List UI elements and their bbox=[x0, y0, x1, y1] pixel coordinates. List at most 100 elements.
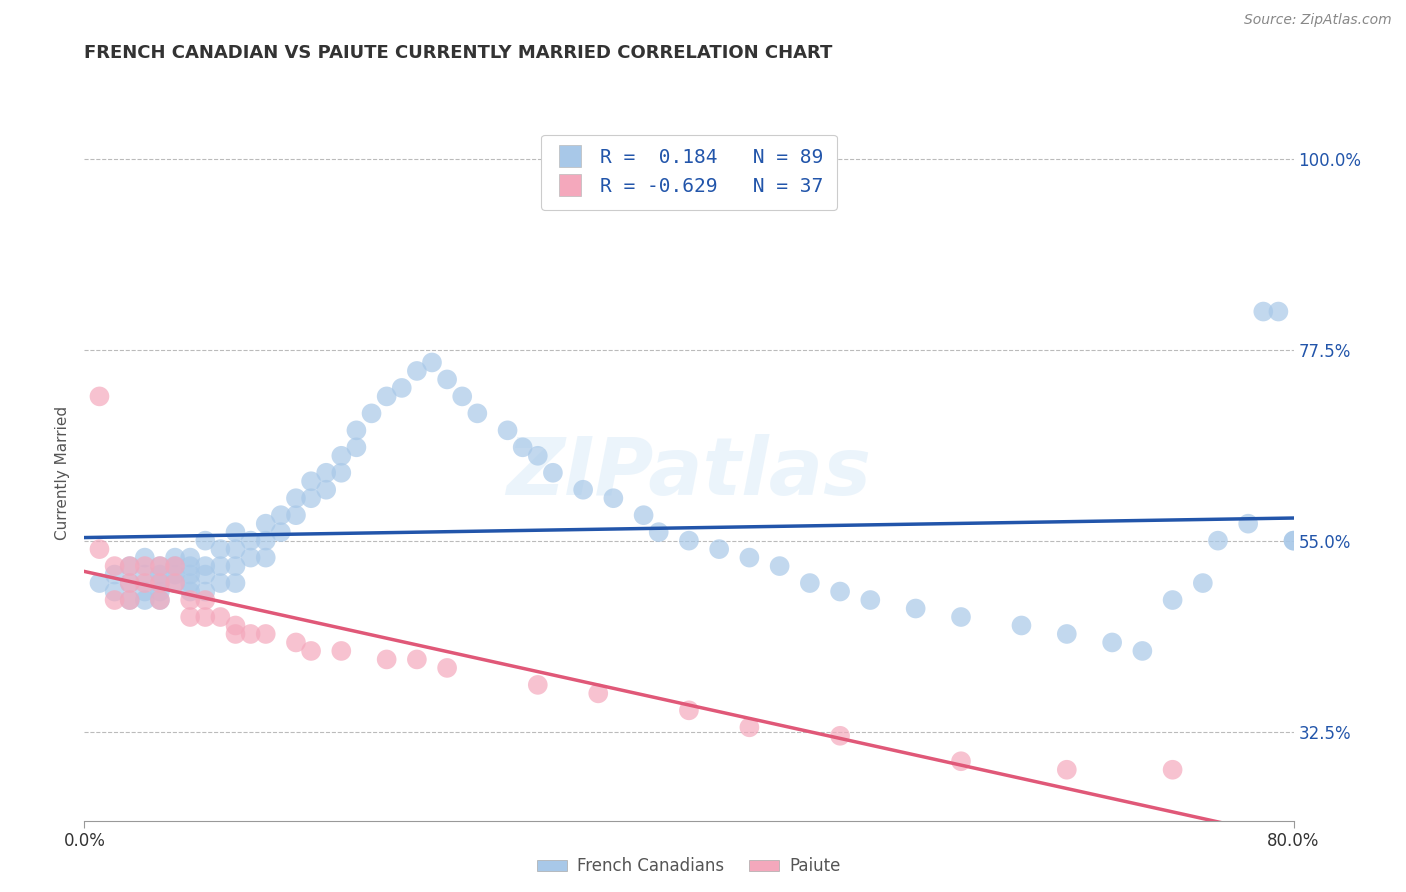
Point bbox=[284, 491, 308, 506]
Point bbox=[163, 550, 186, 565]
Point bbox=[163, 559, 186, 574]
Point bbox=[270, 525, 292, 540]
Point bbox=[1237, 516, 1260, 531]
Point bbox=[209, 542, 232, 557]
Point bbox=[89, 542, 111, 557]
Point bbox=[1101, 635, 1123, 649]
Point bbox=[194, 593, 217, 607]
Point bbox=[118, 593, 141, 607]
Point bbox=[104, 567, 127, 582]
Point bbox=[572, 483, 595, 497]
Point bbox=[284, 508, 308, 523]
Point bbox=[225, 525, 247, 540]
Point bbox=[512, 440, 534, 454]
Point bbox=[209, 610, 232, 624]
Point bbox=[830, 584, 852, 599]
Point bbox=[149, 584, 172, 599]
Point bbox=[436, 661, 458, 675]
Point bbox=[315, 466, 337, 480]
Point bbox=[346, 440, 368, 454]
Text: FRENCH CANADIAN VS PAIUTE CURRENTLY MARRIED CORRELATION CHART: FRENCH CANADIAN VS PAIUTE CURRENTLY MARR… bbox=[84, 45, 832, 62]
Point bbox=[179, 567, 201, 582]
Point bbox=[194, 533, 217, 548]
Point bbox=[254, 533, 277, 548]
Point bbox=[89, 389, 111, 403]
Point bbox=[149, 559, 172, 574]
Point bbox=[179, 593, 201, 607]
Point bbox=[738, 720, 761, 734]
Point bbox=[118, 576, 141, 591]
Point bbox=[541, 466, 564, 480]
Point bbox=[225, 618, 247, 632]
Point bbox=[134, 584, 156, 599]
Point bbox=[239, 550, 262, 565]
Point bbox=[375, 389, 398, 403]
Point bbox=[134, 567, 156, 582]
Point bbox=[420, 355, 443, 369]
Point bbox=[950, 754, 973, 768]
Point bbox=[149, 567, 172, 582]
Point bbox=[118, 559, 141, 574]
Point bbox=[375, 652, 398, 666]
Point bbox=[134, 593, 156, 607]
Point bbox=[299, 491, 322, 506]
Point bbox=[163, 576, 186, 591]
Point bbox=[859, 593, 882, 607]
Point bbox=[254, 516, 277, 531]
Point bbox=[149, 593, 172, 607]
Point bbox=[1010, 618, 1032, 632]
Point bbox=[270, 508, 292, 523]
Point bbox=[526, 678, 548, 692]
Point bbox=[179, 550, 201, 565]
Point bbox=[588, 686, 610, 700]
Point bbox=[406, 364, 429, 378]
Point bbox=[104, 559, 127, 574]
Point bbox=[1251, 304, 1274, 318]
Point bbox=[1282, 533, 1305, 548]
Point bbox=[104, 593, 127, 607]
Point bbox=[284, 635, 308, 649]
Point bbox=[209, 559, 232, 574]
Point bbox=[633, 508, 655, 523]
Legend: French Canadians, Paiute: French Canadians, Paiute bbox=[530, 851, 848, 882]
Point bbox=[950, 610, 973, 624]
Point bbox=[406, 652, 429, 666]
Point bbox=[149, 593, 172, 607]
Point bbox=[209, 576, 232, 591]
Point bbox=[299, 475, 322, 489]
Point bbox=[330, 449, 353, 463]
Point bbox=[225, 627, 247, 641]
Point bbox=[738, 550, 761, 565]
Point bbox=[179, 559, 201, 574]
Point bbox=[118, 576, 141, 591]
Point bbox=[709, 542, 731, 557]
Point bbox=[1056, 627, 1078, 641]
Point bbox=[647, 525, 671, 540]
Point bbox=[104, 584, 127, 599]
Point bbox=[436, 372, 458, 386]
Point bbox=[225, 576, 247, 591]
Point bbox=[194, 567, 217, 582]
Point bbox=[163, 567, 186, 582]
Point bbox=[179, 584, 201, 599]
Point bbox=[678, 533, 700, 548]
Point bbox=[799, 576, 821, 591]
Point bbox=[526, 449, 548, 463]
Point bbox=[330, 644, 353, 658]
Point bbox=[315, 483, 337, 497]
Point bbox=[118, 593, 141, 607]
Point bbox=[678, 703, 700, 717]
Point bbox=[346, 423, 368, 437]
Point bbox=[904, 601, 927, 615]
Point bbox=[163, 576, 186, 591]
Point bbox=[496, 423, 519, 437]
Point bbox=[1206, 533, 1229, 548]
Point bbox=[239, 627, 262, 641]
Point bbox=[149, 576, 172, 591]
Point bbox=[1161, 763, 1184, 777]
Point bbox=[194, 610, 217, 624]
Text: Source: ZipAtlas.com: Source: ZipAtlas.com bbox=[1244, 13, 1392, 28]
Point bbox=[225, 559, 247, 574]
Point bbox=[149, 559, 172, 574]
Point bbox=[225, 542, 247, 557]
